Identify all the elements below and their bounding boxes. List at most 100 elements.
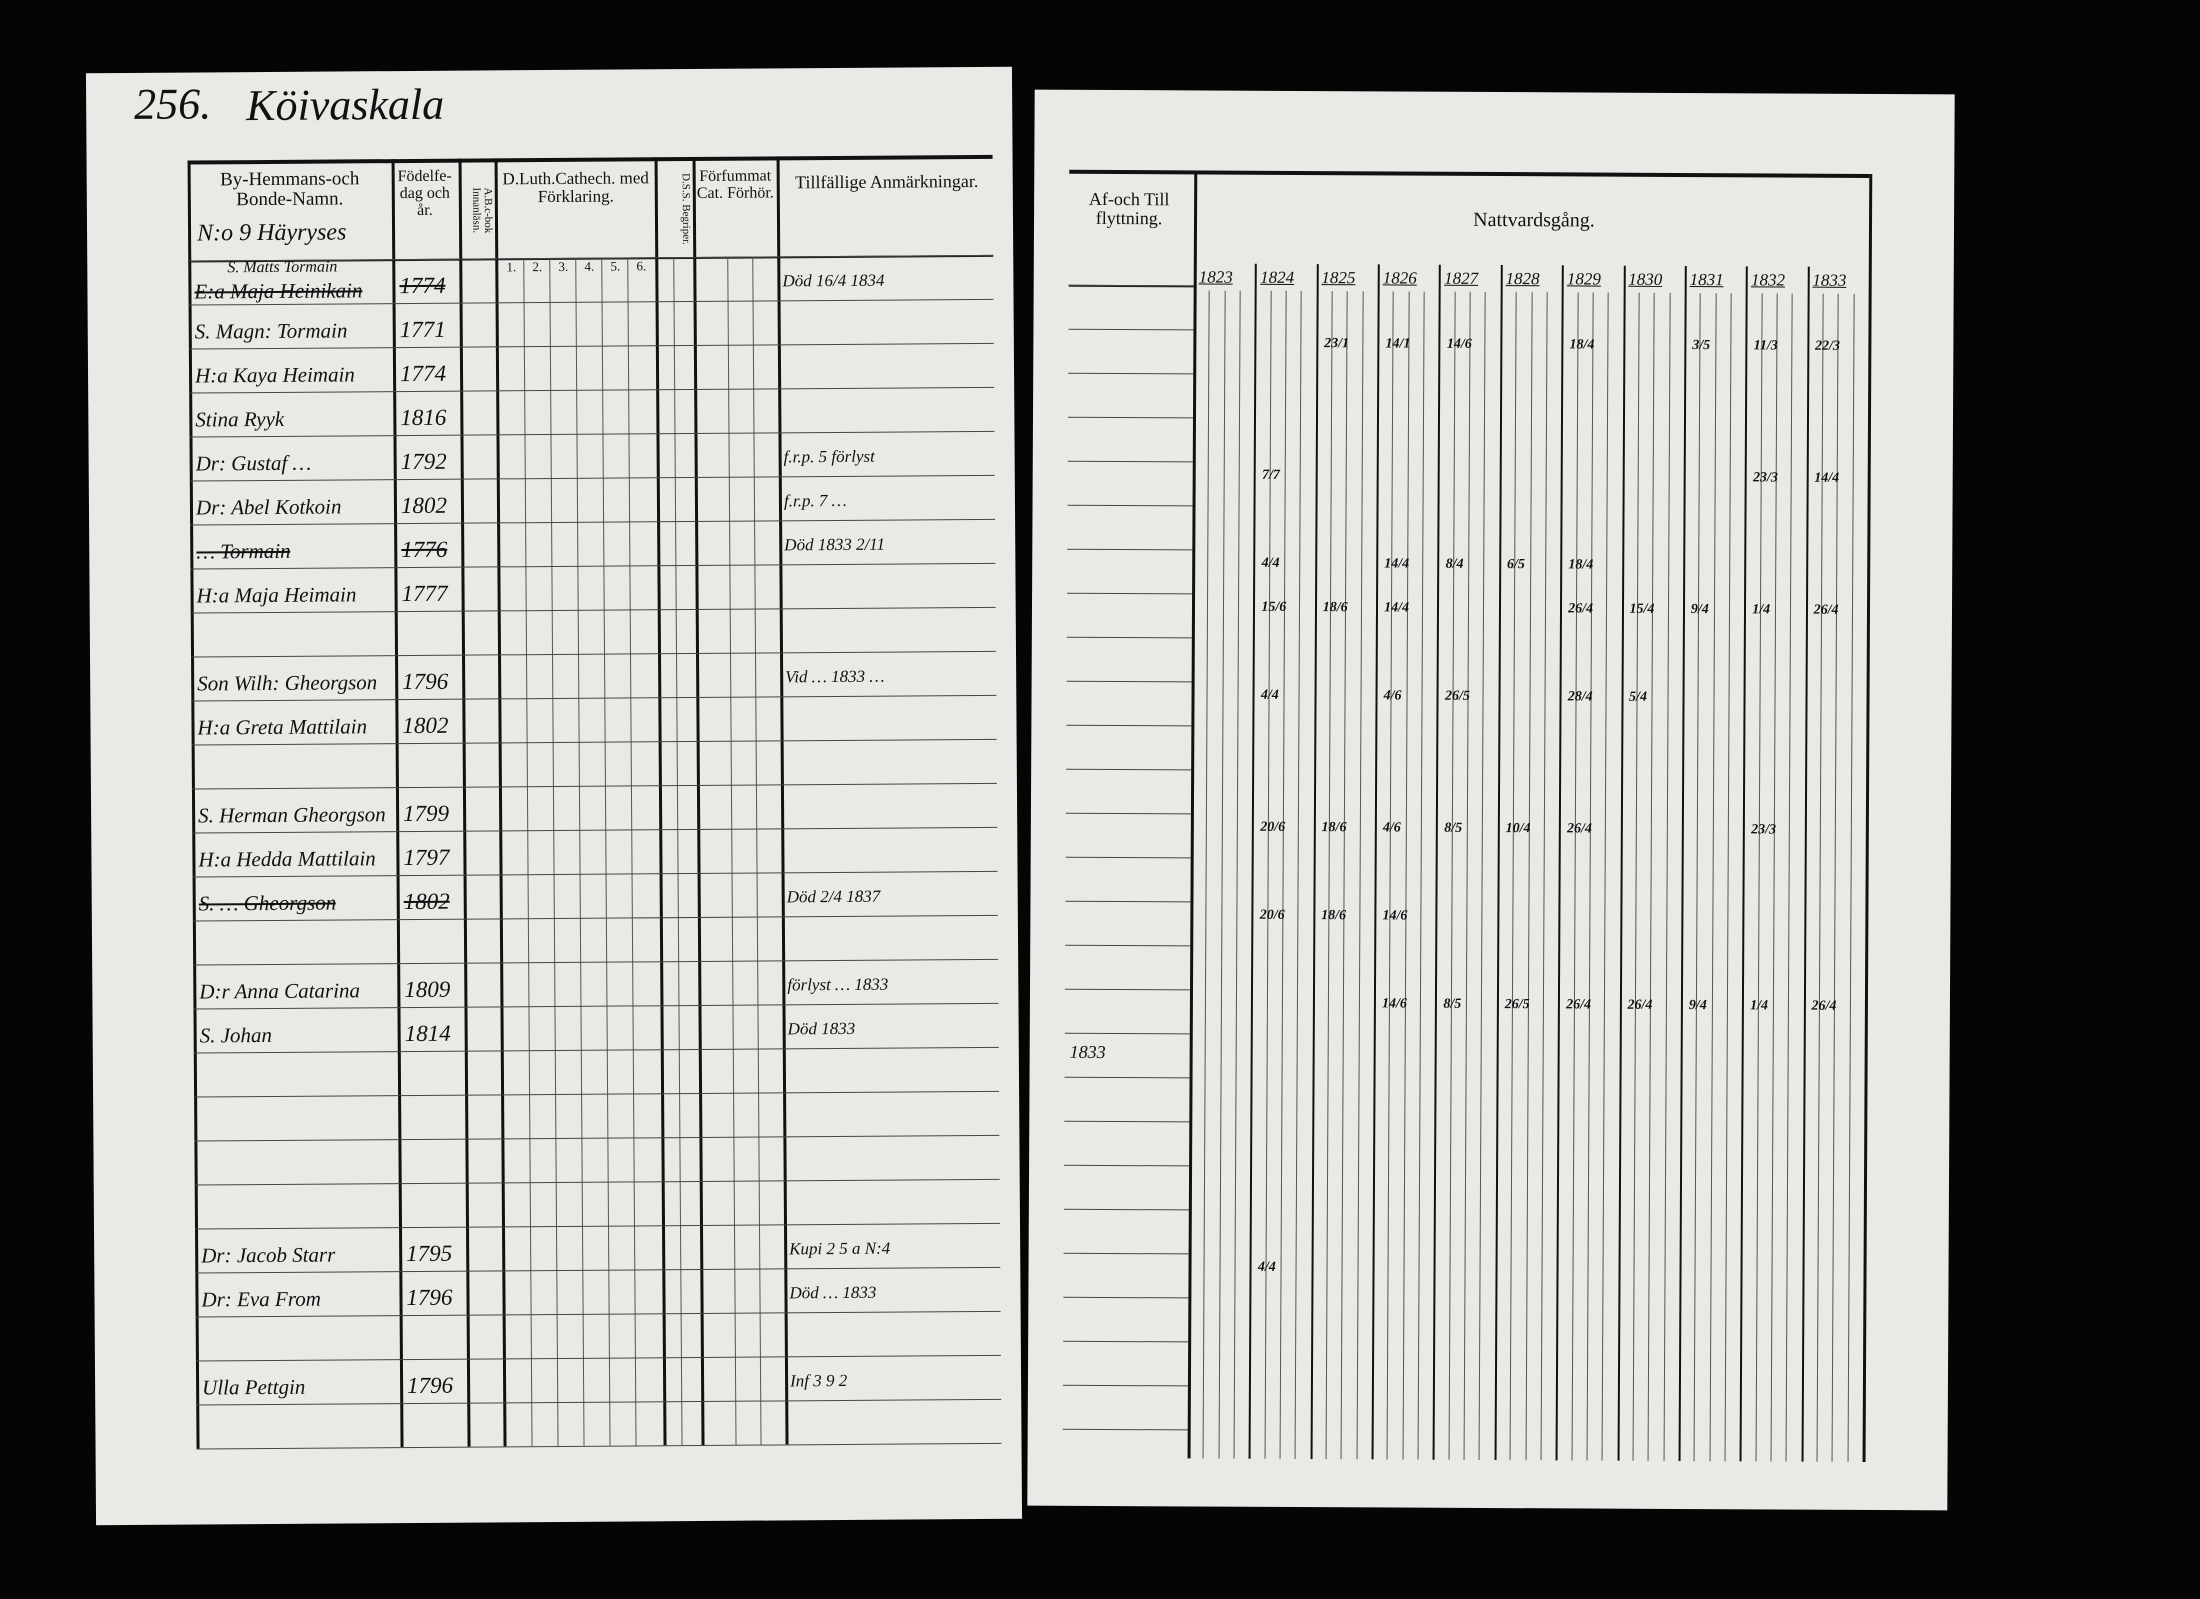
communion-mark: 8/5 — [1444, 820, 1463, 836]
row-rule — [196, 1398, 1002, 1406]
entry-birth-year: 1814 — [404, 1020, 451, 1047]
sub-column-rule — [523, 258, 533, 1447]
entry-name: H:a Hedda Mattilain — [198, 847, 376, 872]
sub-column-rule — [1847, 293, 1855, 1462]
communion-mark: 18/4 — [1569, 337, 1595, 353]
sub-column-rule — [1479, 291, 1487, 1460]
row-rule — [1065, 856, 1191, 859]
entry-name: Son Wilh: Gheorgson — [197, 671, 378, 696]
entry-name: … Tormain — [196, 539, 291, 564]
column-rule — [391, 159, 404, 1448]
communion-mark: 28/4 — [1567, 689, 1593, 705]
entry-name: Stina Ryyk — [195, 407, 285, 432]
year-label: 1831 — [1689, 270, 1724, 290]
communion-mark: 9/4 — [1690, 602, 1709, 618]
communion-mark: 9/4 — [1688, 998, 1707, 1014]
column-rule — [654, 157, 667, 1446]
communion-mark: 23/3 — [1751, 822, 1777, 838]
row-rule — [1065, 900, 1191, 903]
year-column-rule — [1739, 266, 1749, 1462]
row-rule — [191, 738, 997, 746]
row-rule — [194, 1134, 1000, 1142]
entry-birth-year: 1777 — [401, 580, 448, 607]
sub-column-rule — [752, 256, 762, 1445]
entry-remark: förlyst … 1833 — [787, 974, 889, 995]
communion-mark: 14/4 — [1384, 556, 1410, 572]
communion-mark: 20/6 — [1259, 907, 1285, 923]
sub-column-rule — [1755, 293, 1763, 1462]
communion-mark: 14/4 — [1814, 470, 1840, 486]
communion-mark: 26/4 — [1566, 821, 1592, 837]
entry-birth-year: 1802 — [400, 492, 448, 519]
row-rule — [195, 1354, 1001, 1362]
communion-mark: 18/6 — [1322, 600, 1348, 616]
communion-mark: 26/4 — [1627, 997, 1653, 1013]
entry-name: S. Magn: Tormain — [194, 319, 348, 344]
entry-birth-year: 1796 — [407, 1372, 454, 1399]
sub-column-rule — [1264, 290, 1272, 1459]
communion-mark: 8/5 — [1443, 996, 1462, 1012]
row-rule — [1062, 1428, 1188, 1431]
table-top-rule — [1069, 169, 1870, 178]
communion-mark: 1/4 — [1750, 998, 1769, 1014]
entry-birth-year: 1809 — [404, 976, 451, 1003]
row-rule — [190, 518, 996, 526]
header-name: By-Hemmans-och Bonde-Namn. — [219, 168, 360, 211]
row-rule — [1064, 1076, 1190, 1079]
communion-mark: 14/6 — [1381, 996, 1407, 1012]
sub-column-rule — [1463, 291, 1471, 1460]
row-rule — [1068, 372, 1194, 375]
entry-birth-year: 1796 — [402, 668, 449, 695]
entry-birth-year: 1795 — [406, 1240, 453, 1267]
entry-birth-year: 1792 — [400, 448, 447, 475]
row-rule — [195, 1266, 1001, 1274]
communion-mark: 26/4 — [1566, 997, 1592, 1013]
year-label: 1823 — [1198, 267, 1233, 287]
column-rule — [692, 156, 705, 1445]
row-rule — [192, 826, 998, 834]
entry-name: D:r Anna Catarina — [199, 979, 361, 1004]
year-column-rule — [1371, 264, 1380, 1460]
communion-mark: 26/4 — [1568, 601, 1594, 617]
row-rule — [193, 1002, 999, 1010]
row-rule — [1064, 1032, 1190, 1035]
year-label: 1824 — [1260, 267, 1295, 287]
entry-name: Dr: Abel Kotkoin — [195, 495, 342, 520]
header-dss: D.S.S. Begriper. — [679, 173, 693, 246]
communion-mark: 15/4 — [1629, 601, 1655, 617]
row-rule — [189, 430, 995, 438]
row-rule — [193, 1046, 999, 1054]
communion-mark: 18/4 — [1568, 557, 1594, 573]
row-rule — [1064, 1164, 1190, 1167]
catechism-sub-label: 5. — [610, 258, 621, 274]
communion-mark: 15/6 — [1261, 599, 1287, 615]
entry-name: Dr: Eva From — [201, 1287, 321, 1312]
sub-column-rule — [1294, 290, 1303, 1459]
communion-mark: 4/4 — [1257, 1259, 1276, 1275]
row-rule — [1067, 416, 1193, 419]
communion-mark: 14/1 — [1385, 336, 1411, 352]
sub-column-rule — [1509, 292, 1517, 1461]
row-rule — [1064, 1120, 1190, 1123]
year-column-rule — [1678, 266, 1687, 1462]
sub-column-rule — [1202, 290, 1210, 1459]
column-rule — [1862, 173, 1873, 1462]
sub-column-rule — [1601, 292, 1609, 1461]
entry-birth-year: 1774 — [399, 360, 447, 387]
entry-birth-year: 1799 — [403, 800, 450, 827]
communion-mark: 26/4 — [1813, 602, 1839, 618]
sub-column-rule — [1417, 291, 1425, 1460]
year-column-rule — [1801, 266, 1810, 1462]
entry-name: Ulla Pettgin — [202, 1375, 306, 1400]
entry-name: H:a Kaya Heimain — [194, 363, 355, 388]
communion-mark: 26/5 — [1444, 688, 1470, 704]
communion-mark: 22/3 — [1814, 338, 1840, 354]
homestead-label: N:o 9 Häyryses — [196, 219, 347, 247]
entry-remark: Död … 1833 — [789, 1282, 877, 1303]
year-column-rule — [1432, 264, 1442, 1460]
entry-name: S. … Gheorgson — [198, 891, 337, 916]
entry-birth-year: 1774 — [399, 272, 446, 299]
entry-birth-year: 1776 — [401, 536, 448, 563]
header-remarks: Tillfällige Anmärkningar. — [794, 171, 979, 193]
year-label: 1832 — [1750, 270, 1786, 290]
